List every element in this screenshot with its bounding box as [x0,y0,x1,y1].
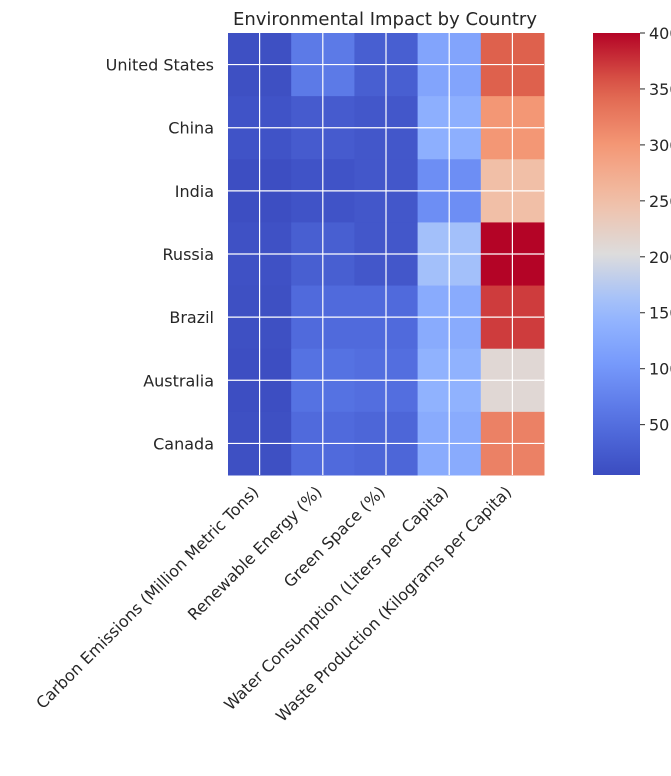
colorbar-tick-label: 50 [649,416,669,435]
row-label: United States [106,56,214,75]
x-axis-tick-labels: Carbon Emissions (Million Metric Tons)Re… [32,482,515,725]
column-label: Water Consumption (Liters per Capita) [220,482,452,714]
colorbar-tick-label: 100 [649,360,671,379]
column-label: Carbon Emissions (Million Metric Tons) [32,482,262,712]
colorbar-tick-label: 350 [649,80,671,99]
chart-title: Environmental Impact by Country [233,9,537,30]
row-label: Russia [163,245,214,264]
column-label: Waste Production (Kilograms per Capita) [272,482,515,725]
row-label: China [168,119,214,138]
colorbar-tick-label: 200 [649,248,671,267]
row-label: Australia [143,371,214,390]
colorbar-gradient [593,33,640,475]
colorbar-tick-label: 400 [649,24,671,43]
colorbar: 50 100 150 200 250 300 350 400 [593,24,671,475]
row-label: India [175,182,214,201]
row-label: Canada [153,434,214,453]
heatmap-gridlines [228,33,544,475]
colorbar-tick-label: 250 [649,192,671,211]
y-axis-tick-labels: United States China India Russia Brazil Austr… [106,56,214,454]
colorbar-tick-label: 150 [649,304,671,323]
colorbar-tick-label: 300 [649,136,671,155]
row-label: Brazil [169,308,214,327]
